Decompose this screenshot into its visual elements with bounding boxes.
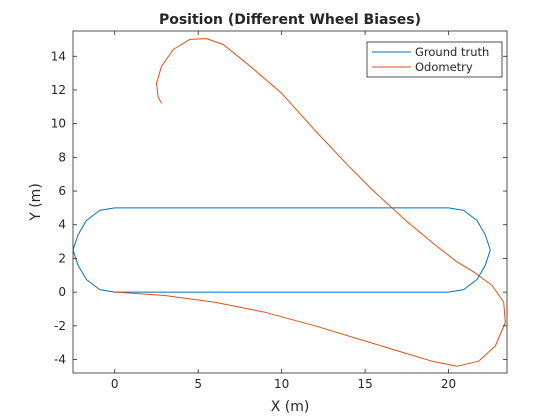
x-tick-label: 5 bbox=[194, 377, 202, 391]
legend-label: Ground truth bbox=[415, 45, 489, 59]
series-line-odometry bbox=[114, 38, 506, 367]
axes-layer: 0 5 10 15 20 -4 -2 0 2 4 6 8 10 12 14 bbox=[51, 30, 508, 391]
y-tick-label: 2 bbox=[58, 251, 66, 265]
chart-title: Position (Different Wheel Biases) bbox=[159, 12, 421, 28]
x-tick-label: 0 bbox=[111, 377, 119, 391]
y-tick-label: 12 bbox=[51, 83, 66, 97]
axes-frame bbox=[72, 30, 508, 374]
y-tick-label: -4 bbox=[54, 353, 66, 367]
y-tick-label: 10 bbox=[51, 117, 66, 131]
y-tick-label: 8 bbox=[58, 150, 66, 164]
y-tick-label: 14 bbox=[51, 49, 66, 63]
y-tick-label: -2 bbox=[54, 319, 66, 333]
x-axis-label: X (m) bbox=[271, 399, 310, 415]
y-tick-label: 6 bbox=[58, 184, 66, 198]
x-tick-label: 10 bbox=[274, 377, 289, 391]
x-tick-label: 15 bbox=[357, 377, 372, 391]
y-tick-label: 4 bbox=[58, 218, 66, 232]
legend-label: Odometry bbox=[415, 60, 473, 74]
x-tick-label: 20 bbox=[441, 377, 456, 391]
y-axis-label: Y (m) bbox=[28, 183, 44, 222]
legend-box bbox=[366, 41, 503, 78]
y-tick-label: 0 bbox=[58, 285, 66, 299]
series-layer bbox=[73, 38, 506, 367]
series-line-ground-truth bbox=[73, 207, 491, 293]
plot-area bbox=[73, 31, 507, 373]
